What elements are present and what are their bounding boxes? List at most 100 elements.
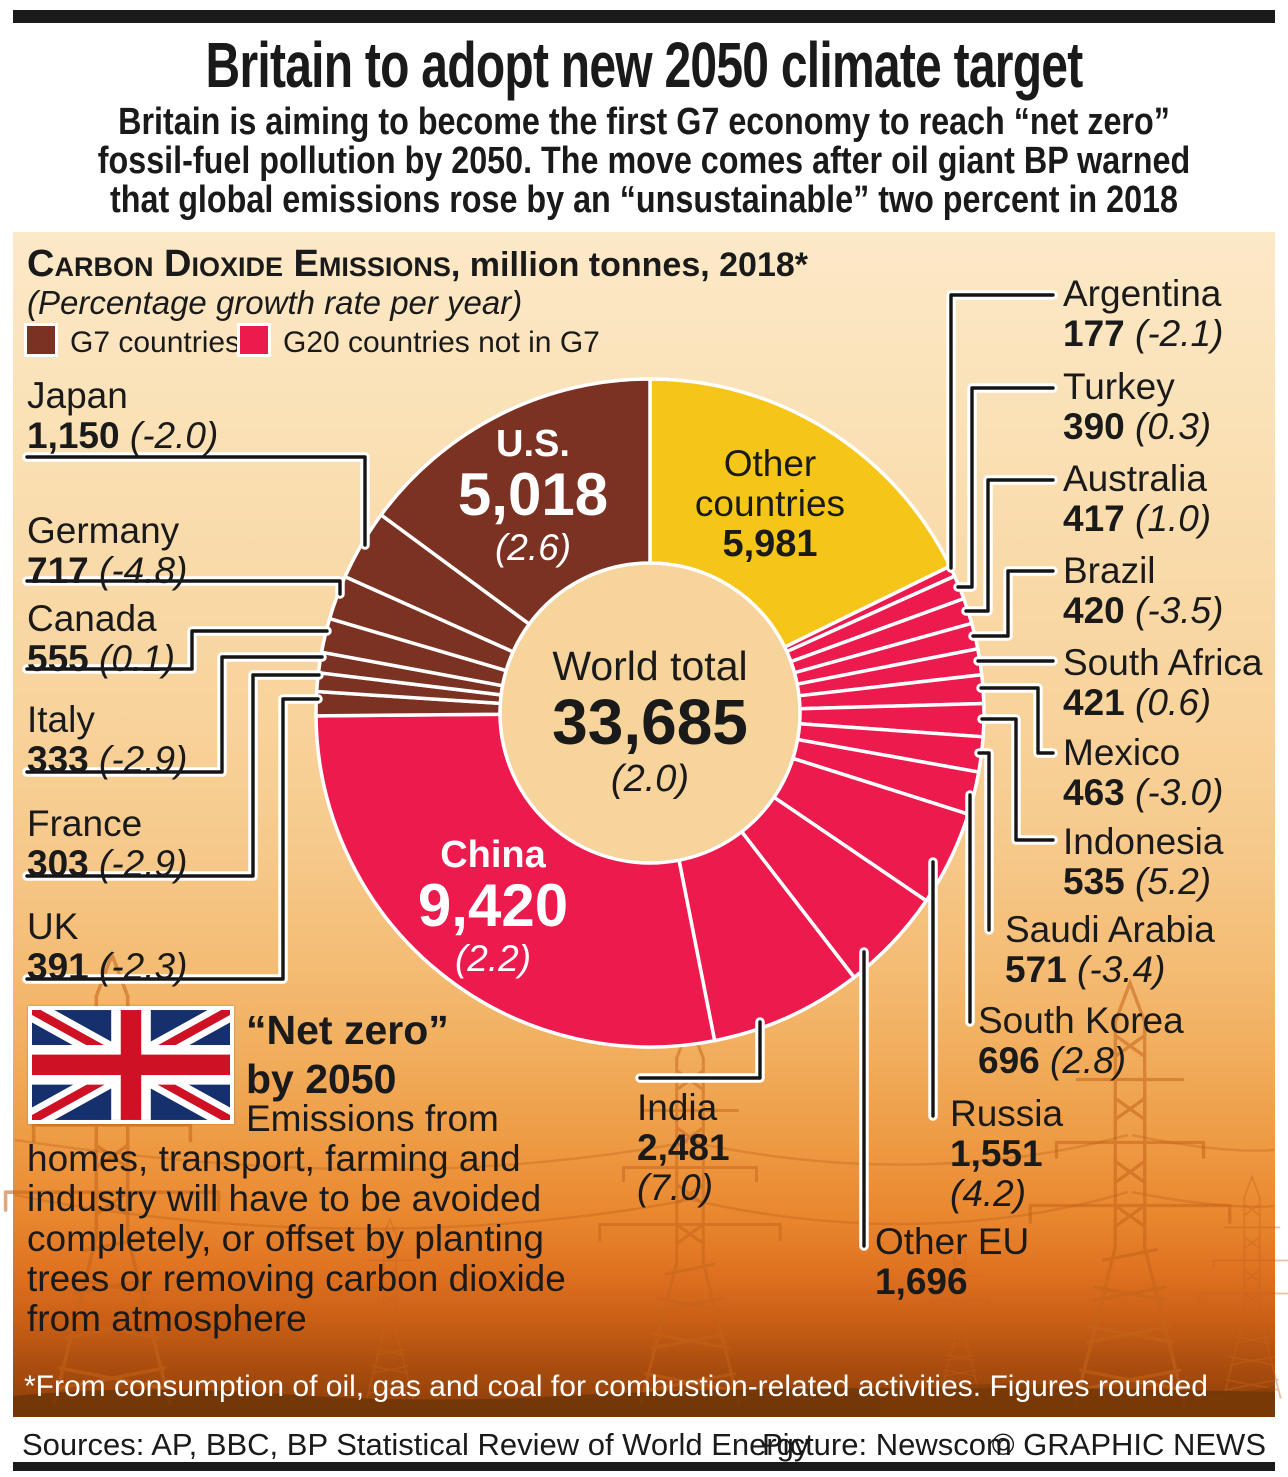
country-value: 555 (0.1) xyxy=(27,638,176,679)
leader-france xyxy=(25,673,321,878)
label-mexico: Mexico 463 (-3.0) xyxy=(1063,733,1223,813)
country-value: 717 (-4.8) xyxy=(27,550,188,591)
country-name: Russia xyxy=(950,1093,1064,1134)
sources-text: Sources: AP, BBC, BP Statistical Review … xyxy=(22,1427,810,1462)
leader-germany xyxy=(25,579,342,596)
net-zero-heading: “Net zero” by 2050 xyxy=(246,1007,449,1102)
country-value: 333 (-2.9) xyxy=(27,739,188,780)
copyright: © GRAPHIC NEWS xyxy=(991,1427,1266,1462)
inner-label-other-countries: Other countries 5,981 xyxy=(694,443,846,565)
country-name: Australia xyxy=(1063,458,1207,499)
subtitle-line: Britain is aiming to become the first G7… xyxy=(118,101,1170,143)
net-zero-body-line: Emissions from xyxy=(246,1098,499,1139)
label-turkey: Turkey 390 (0.3) xyxy=(1063,367,1211,447)
top-rule xyxy=(13,10,1275,23)
country-value: 1,551 xyxy=(950,1133,1043,1174)
chart-title: Carbon Dioxide Emissions, million tonnes… xyxy=(27,243,808,285)
net-zero-body-line: trees or removing carbon dioxide xyxy=(27,1258,566,1299)
slice-u-s xyxy=(379,377,652,626)
donut-hole xyxy=(502,565,798,861)
page-title: Britain to adopt new 2050 climate target xyxy=(205,29,1084,101)
label-italy: Italy 333 (-2.9) xyxy=(27,700,187,780)
label-south-africa: South Africa 421 (0.6) xyxy=(1063,643,1263,723)
power-lines-icon xyxy=(14,1133,1275,1230)
country-name: Other EU xyxy=(875,1221,1030,1262)
leader-india xyxy=(638,1020,762,1080)
label-south-korea: South Korea 696 (2.8) xyxy=(978,1001,1184,1081)
label-australia: Australia 417 (1.0) xyxy=(1063,459,1211,539)
label-france: France 303 (-2.9) xyxy=(27,804,187,884)
country-value: 177 (-2.1) xyxy=(1063,313,1224,354)
country-value: 1,150 (-2.0) xyxy=(27,415,219,456)
hills-silhouette xyxy=(880,1383,1275,1417)
country-name: Argentina xyxy=(1063,273,1222,314)
label-germany: Germany 717 (-4.8) xyxy=(27,511,187,591)
net-zero-body-line: homes, transport, farming and xyxy=(27,1138,521,1179)
country-name: Brazil xyxy=(1063,550,1156,591)
country-name: South Africa xyxy=(1063,642,1263,683)
country-name: South Korea xyxy=(978,1000,1184,1041)
leader-canada xyxy=(25,629,329,671)
bottom-rule xyxy=(13,1462,1275,1471)
country-name: Saudi Arabia xyxy=(1005,909,1215,950)
country-value: 1,696 xyxy=(875,1261,968,1302)
subtitle-line: fossil-fuel pollution by 2050. The move … xyxy=(97,140,1191,182)
leader-japan xyxy=(25,455,367,547)
pylon-background xyxy=(3,952,1288,1417)
leader-argentina xyxy=(946,290,1058,573)
page-subtitle: Britain is aiming to become the first G7… xyxy=(97,103,1192,220)
label-japan: Japan 1,150 (-2.0) xyxy=(27,376,218,456)
uk-flag-icon xyxy=(28,1006,234,1124)
world-total-label: World total 33,685 (2.0) xyxy=(552,643,748,800)
country-name: UK xyxy=(27,906,79,947)
slice-china xyxy=(314,712,717,1049)
label-brazil: Brazil 420 (-3.5) xyxy=(1063,551,1223,631)
label-other-eu: Other EU 1,696 xyxy=(875,1222,1029,1302)
subtitle-line: that global emissions rose by an “unsust… xyxy=(110,179,1178,221)
country-name: India xyxy=(637,1087,718,1128)
country-value: 303 (-2.9) xyxy=(27,843,188,884)
legend-label-g20: G20 countries not in G7 xyxy=(283,326,600,359)
net-zero-body-line: from atmosphere xyxy=(27,1298,307,1339)
net-zero-body-line: industry will have to be avoided xyxy=(27,1178,542,1219)
country-value: 2,481 xyxy=(637,1127,730,1168)
leader-saudi-arabia xyxy=(977,751,991,932)
label-russia: Russia 1,551 (4.2) xyxy=(950,1094,1063,1214)
g20-swatch-icon xyxy=(237,323,271,357)
country-value: 571 (-3.4) xyxy=(1005,949,1166,990)
leader-italy xyxy=(25,655,324,774)
label-argentina: Argentina 177 (-2.1) xyxy=(1063,274,1223,354)
sources-bar: Sources: AP, BBC, BP Statistical Review … xyxy=(13,1417,1275,1462)
leader-indonesia xyxy=(980,717,1055,842)
country-name: Mexico xyxy=(1063,732,1181,773)
country-growth: (7.0) xyxy=(637,1167,714,1208)
country-value: 696 (2.8) xyxy=(978,1040,1127,1081)
legend-label-g7: G7 countries xyxy=(70,326,241,359)
pylon-icon xyxy=(1198,1176,1288,1399)
label-canada: Canada 555 (0.1) xyxy=(27,599,175,679)
country-name: Canada xyxy=(27,598,157,639)
country-name: Indonesia xyxy=(1063,821,1224,862)
country-value: 391 (-2.3) xyxy=(27,946,188,987)
country-name: France xyxy=(27,803,143,844)
slice-other-countries xyxy=(648,377,952,649)
leader-uk xyxy=(25,697,320,981)
country-value: 535 (5.2) xyxy=(1063,861,1212,902)
leader-australia xyxy=(964,478,1055,613)
label-indonesia: Indonesia 535 (5.2) xyxy=(1063,822,1223,902)
inner-label-china: China 9,420 (2.2) xyxy=(417,834,569,979)
chart-footnote: *From consumption of oil, gas and coal f… xyxy=(24,1370,1208,1403)
leader-mexico xyxy=(979,686,1055,755)
country-value: 390 (0.3) xyxy=(1063,406,1212,447)
donut-slices xyxy=(314,377,986,1049)
inner-label-u-s: U.S. 5,018 (2.6) xyxy=(457,423,609,568)
leader-brazil xyxy=(971,569,1055,638)
country-value: 420 (-3.5) xyxy=(1063,590,1224,631)
country-name: Germany xyxy=(27,510,180,551)
picture-credit: Picture: Newscom xyxy=(762,1427,1012,1462)
g7-swatch-icon xyxy=(24,323,58,357)
leader-argentina xyxy=(949,293,1055,570)
country-value: 463 (-3.0) xyxy=(1063,772,1224,813)
